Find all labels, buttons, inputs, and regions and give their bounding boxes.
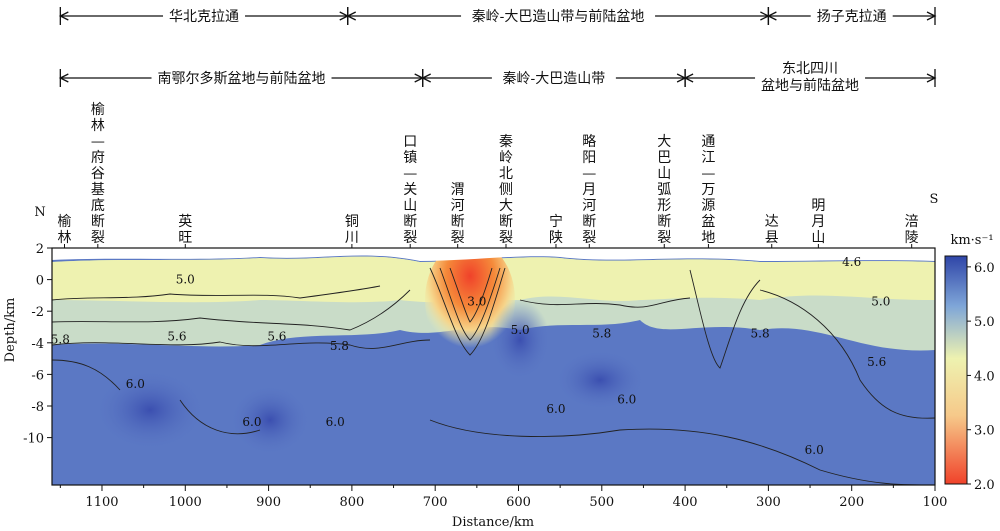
colorbar-tick-label: 2.0: [974, 478, 995, 493]
x-tick-label: 300: [756, 495, 781, 510]
x-tick-label: 700: [423, 495, 448, 510]
x-tick-label: 600: [506, 495, 531, 510]
x-tick-label: 900: [256, 495, 281, 510]
bracket-arrow: [683, 73, 694, 83]
contour-label: 6.0: [242, 415, 261, 429]
y-tick-label: -2: [31, 305, 44, 320]
x-axis-label: Distance/km: [452, 515, 534, 530]
contour-label: 5.0: [871, 295, 890, 309]
bracket-arrow: [58, 11, 69, 21]
x-tick-label: 400: [673, 495, 698, 510]
colorbar: km·s⁻¹ 6.0 5.0 4.0 3.0 2.0: [944, 233, 995, 493]
location-label: 铜川: [345, 214, 359, 246]
tectonic-unit-label: 华北克拉通: [169, 9, 239, 25]
contour-label: 4.6: [842, 255, 861, 269]
x-tick-label: 1100: [85, 495, 118, 510]
tectonic-unit-label: 盆地与前陆盆地: [761, 77, 859, 94]
y-tick-label: -4: [31, 337, 44, 352]
location-label: 略阳—月河断裂: [582, 134, 596, 246]
contour-label: 5.8: [330, 339, 349, 353]
colorbar-tick-label: 4.0: [974, 369, 995, 384]
contour-label: 6.0: [326, 415, 345, 429]
contour-label: 6.0: [126, 377, 145, 391]
contour-label: 5.0: [176, 273, 195, 287]
contour-label: 5.8: [592, 326, 611, 340]
x-tick-label: 500: [589, 495, 614, 510]
colorbar-unit-label: km·s⁻¹: [950, 233, 993, 248]
x-tick-label: 100: [923, 495, 948, 510]
contour-label: 5.8: [51, 333, 70, 347]
contour-label: 6.0: [805, 443, 824, 457]
contour-labels: 5.0 5.6 5.8 6.0 6.0 5.6 5.8 6.0 3.0 5.0 5.8 6.0 6.0 5…: [51, 255, 891, 457]
contour-label: 5.0: [511, 323, 530, 337]
y-tick-label: 2: [36, 242, 44, 257]
y-tick-label: 0: [36, 274, 44, 289]
south-label: S: [930, 192, 939, 207]
tectonic-unit-label: 秦岭-大巴造山带: [503, 71, 606, 87]
y-tick-label: -6: [31, 368, 44, 383]
colorbar-tick-label: 6.0: [974, 261, 995, 276]
bracket-arrow: [926, 73, 937, 83]
contour-label: 5.8: [751, 326, 770, 340]
location-label: 榆林: [57, 214, 71, 246]
bracket-arrow: [421, 73, 431, 83]
plot-frame: [51, 247, 936, 486]
x-tick-label: 200: [839, 495, 864, 510]
y-tick-label: -8: [31, 400, 44, 415]
north-label: N: [34, 205, 45, 220]
location-label: 渭河断裂: [451, 182, 465, 246]
contour-label: 5.6: [867, 355, 886, 369]
tectonic-unit-label: 南鄂尔多斯盆地与前陆盆地: [158, 70, 326, 87]
y-axis-ticks: 2 0 -2 -4 -6 -8 -10: [23, 242, 52, 447]
x-tick-label: 1000: [169, 495, 202, 510]
contour-label: 6.0: [617, 393, 636, 407]
location-label: 口镇—关山断裂: [403, 134, 417, 246]
colorbar-tick-label: 5.0: [974, 315, 995, 330]
colorbar-tick-label: 3.0: [974, 424, 995, 439]
x-axis-ticks: 1100 1000 900 800 700 600 500 400 300 200 100: [59, 485, 948, 510]
location-label: 通江—万源盆地: [701, 134, 715, 246]
contour-lines: [52, 267, 935, 485]
location-label: 宁陕: [549, 213, 563, 246]
bracket-arrow: [766, 11, 777, 21]
contour-label: 3.0: [467, 295, 486, 309]
contour-label: 6.0: [546, 402, 565, 416]
tectonic-unit-label: 秦岭-大巴造山带与前陆盆地: [472, 8, 645, 25]
location-label: 达县: [765, 214, 779, 246]
colorbar-gradient: [944, 255, 968, 485]
contour-label: 5.6: [267, 329, 286, 343]
y-axis-label: Depth/km: [3, 298, 18, 363]
contour-label: 5.6: [167, 329, 186, 343]
tectonic-unit-label: 扬子克拉通: [817, 9, 887, 25]
location-label: 秦岭北侧大断裂: [499, 134, 513, 246]
bracket-arrow: [926, 11, 937, 21]
bracket-arrow: [346, 11, 357, 21]
location-label: 涪陵: [905, 214, 919, 246]
colorbar-ticks: 6.0 5.0 4.0 3.0 2.0: [967, 261, 995, 493]
bracket-arrow: [58, 73, 69, 83]
location-label: 明月山: [811, 198, 825, 246]
location-label: 大巴山弧形断裂: [657, 134, 671, 246]
location-label: 英旺: [178, 213, 192, 246]
x-tick-label: 800: [339, 495, 364, 510]
location-label: 榆林—府谷基底断裂: [91, 102, 105, 246]
tectonic-unit-label: 东北四川: [782, 61, 838, 77]
y-tick-label: -10: [23, 432, 44, 447]
